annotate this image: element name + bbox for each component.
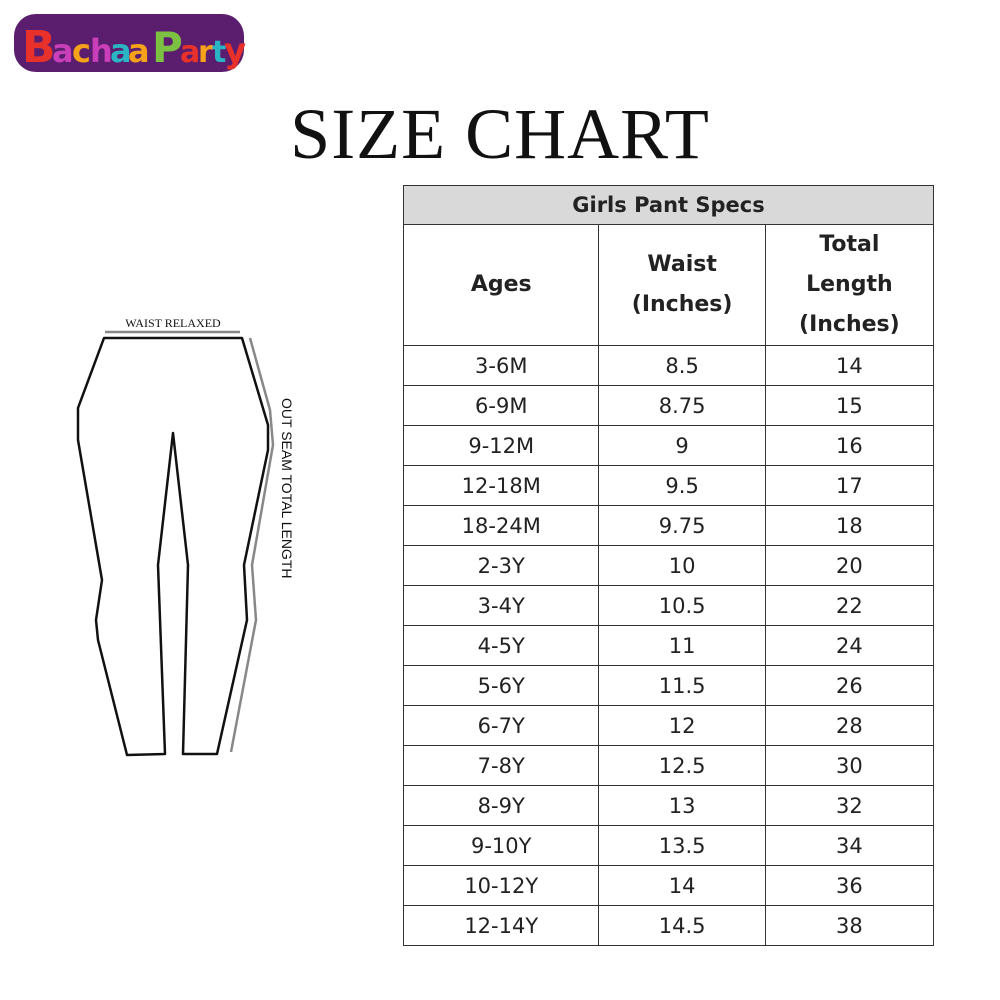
table-row: 4-5Y 11 24 (402, 625, 935, 666)
waist-cell: 13 (598, 785, 766, 826)
age-cell: 4-5Y (402, 625, 600, 666)
length-cell: 30 (764, 745, 935, 786)
length-cell: 24 (764, 625, 935, 666)
age-cell: 18-24M (402, 505, 600, 546)
waist-cell: 9 (598, 425, 766, 466)
age-cell: 12-14Y (402, 905, 600, 946)
svg-text:a: a (52, 32, 74, 70)
header-ages: Ages (402, 224, 600, 346)
header-waist-line: Waist (647, 252, 717, 277)
svg-text:h: h (90, 32, 113, 70)
waist-cell: 12 (598, 705, 766, 746)
waist-cell: 13.5 (598, 825, 766, 866)
table-row: 10-12Y 14 36 (402, 865, 935, 906)
table-row: 12-18M 9.5 17 (402, 465, 935, 506)
table-row: 3-6M 8.5 14 (402, 345, 935, 386)
svg-text:r: r (198, 35, 213, 70)
waist-cell: 14.5 (598, 905, 766, 946)
waist-cell: 10.5 (598, 585, 766, 626)
waist-cell: 8.75 (598, 385, 766, 426)
table-row: 9-10Y 13.5 34 (402, 825, 935, 866)
pants-diagram: WAIST RELAXED OUT SEAM TOTAL LENGTH (76, 316, 295, 757)
outseam-label: OUT SEAM TOTAL LENGTH (279, 398, 295, 578)
age-cell: 5-6Y (402, 665, 600, 706)
length-cell: 17 (764, 465, 935, 506)
table-row: 3-4Y 10.5 22 (402, 585, 935, 626)
svg-text:a: a (180, 35, 200, 70)
length-cell: 32 (764, 785, 935, 826)
length-cell: 22 (764, 585, 935, 626)
header-length: Total Length (Inches) (764, 224, 935, 346)
length-cell: 14 (764, 345, 935, 386)
table-row: 7-8Y 12.5 30 (402, 745, 935, 786)
table-row: 12-14Y 14.5 38 (402, 905, 935, 946)
waist-cell: 8.5 (598, 345, 766, 386)
waist-cell: 11 (598, 625, 766, 666)
table-caption: Girls Pant Specs (403, 185, 934, 225)
table-row: 18-24M 9.75 18 (402, 505, 935, 546)
table-row: 6-7Y 12 28 (402, 705, 935, 746)
age-cell: 9-12M (402, 425, 600, 466)
waist-cell: 11.5 (598, 665, 766, 706)
svg-text:a: a (110, 32, 132, 70)
waist-cell: 9.5 (598, 465, 766, 506)
length-cell: 38 (764, 905, 935, 946)
table-row: 9-12M 9 16 (402, 425, 935, 466)
size-table: Girls Pant Specs Ages Waist (Inches) Tota… (402, 185, 935, 946)
length-cell: 16 (764, 425, 935, 466)
table-row: 6-9M 8.75 15 (402, 385, 935, 426)
svg-text:P: P (152, 23, 183, 72)
table-row: 2-3Y 10 20 (402, 545, 935, 586)
age-cell: 7-8Y (402, 745, 600, 786)
table-row: 8-9Y 13 32 (402, 785, 935, 826)
age-cell: 6-9M (402, 385, 600, 426)
length-cell: 28 (764, 705, 935, 746)
pants-outline (76, 336, 270, 757)
length-cell: 20 (764, 545, 935, 586)
age-cell: 6-7Y (402, 705, 600, 746)
age-cell: 2-3Y (402, 545, 600, 586)
outseam-measure-line (229, 337, 275, 753)
length-cell: 15 (764, 385, 935, 426)
waist-cell: 14 (598, 865, 766, 906)
age-cell: 9-10Y (402, 825, 600, 866)
waist-cell: 12.5 (598, 745, 766, 786)
svg-text:y: y (224, 31, 246, 71)
brand-logo: B a c h a a P a r t y (14, 14, 246, 73)
table-row: 5-6Y 11.5 26 (402, 665, 935, 706)
header-waist-line: (Inches) (631, 292, 733, 317)
waist-cell: 10 (598, 545, 766, 586)
age-cell: 10-12Y (402, 865, 600, 906)
svg-text:t: t (212, 35, 226, 70)
length-cell: 18 (764, 505, 935, 546)
header-length-line: (Inches) (799, 312, 900, 337)
age-cell: 3-4Y (402, 585, 600, 626)
waist-cell: 9.75 (598, 505, 766, 546)
length-cell: 36 (764, 865, 935, 906)
svg-text:c: c (72, 32, 91, 70)
age-cell: 3-6M (402, 345, 600, 386)
waist-label: WAIST RELAXED (125, 316, 221, 330)
length-cell: 34 (764, 825, 935, 866)
svg-text:B: B (22, 22, 56, 73)
page-title: SIZE CHART (290, 94, 710, 174)
age-cell: 12-18M (402, 465, 600, 506)
svg-text:a: a (128, 32, 150, 70)
header-waist: Waist (Inches) (598, 224, 766, 346)
header-length-line: Length (806, 272, 893, 297)
length-cell: 26 (764, 665, 935, 706)
header-length-line: Total (819, 232, 880, 257)
age-cell: 8-9Y (402, 785, 600, 826)
